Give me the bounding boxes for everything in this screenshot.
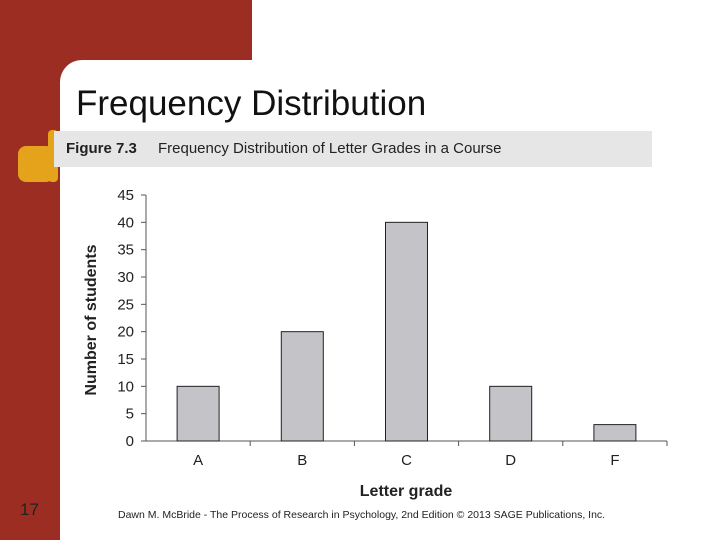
- bar-D: [489, 385, 533, 442]
- page-number: 17: [20, 500, 39, 519]
- x-tick-label: D: [505, 452, 516, 469]
- y-tick-label: 40: [117, 214, 134, 231]
- y-tick-label: 0: [126, 433, 134, 450]
- x-tick-label: B: [297, 452, 307, 469]
- y-tick-label: 25: [117, 296, 134, 313]
- bars: [176, 221, 637, 442]
- y-tick-label: 20: [117, 324, 134, 341]
- y-tick-label: 35: [117, 242, 134, 259]
- y-axis-label: Number of students: [83, 244, 100, 395]
- figure-caption: Frequency Distribution of Letter Grades …: [158, 140, 502, 157]
- bar-A: [176, 385, 220, 442]
- figure-caption-band: Figure 7.3 Frequency Distribution of Let…: [54, 131, 652, 167]
- gold-accent-bar: [48, 130, 58, 182]
- figure-number: Figure 7.3: [66, 140, 137, 157]
- x-axis-label: Letter grade: [360, 483, 453, 500]
- y-tick-label: 15: [117, 351, 134, 368]
- y-tick-label: 10: [117, 378, 134, 395]
- bar-F: [593, 424, 637, 442]
- bar-B: [280, 331, 324, 442]
- y-ticks: 0 5 10 15 20 25 30 35 40 45: [117, 187, 146, 450]
- x-tick-label: A: [193, 452, 203, 469]
- y-tick-label: 30: [117, 269, 134, 286]
- bar-C: [385, 221, 428, 442]
- y-tick-label: 45: [117, 187, 134, 204]
- slide-title: Frequency Distribution: [76, 84, 427, 123]
- x-tick-label: C: [401, 452, 412, 469]
- y-tick-label: 5: [126, 406, 134, 423]
- footer-credit: Dawn M. McBride - The Process of Researc…: [118, 509, 606, 521]
- x-tick-label: F: [610, 452, 619, 469]
